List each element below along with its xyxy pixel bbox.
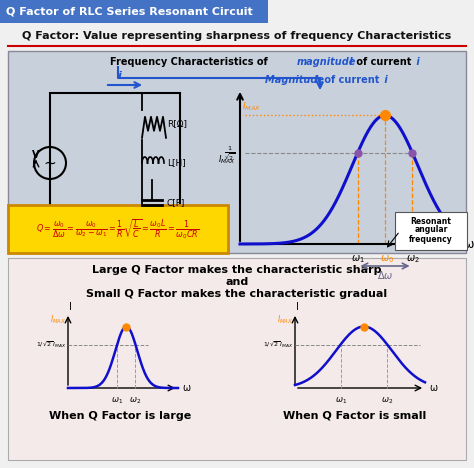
Text: Q Factor: Value representing sharpness of frequency Characteristics: Q Factor: Value representing sharpness o… xyxy=(22,31,452,41)
Text: Large Q Factor makes the characteristic sharp: Large Q Factor makes the characteristic … xyxy=(92,265,382,275)
Text: $Q = \dfrac{\omega_0}{\Delta\omega} = \dfrac{\omega_0}{\omega_2-\omega_1} = \dfr: $Q = \dfrac{\omega_0}{\Delta\omega} = \d… xyxy=(36,217,200,241)
Bar xyxy=(50,93,180,233)
Text: Resonant: Resonant xyxy=(410,217,451,226)
Text: Small Q Factor makes the characteristic gradual: Small Q Factor makes the characteristic … xyxy=(86,289,388,299)
Text: ω: ω xyxy=(429,383,437,393)
Text: Magnitude: Magnitude xyxy=(265,75,328,85)
Text: $\omega_1$: $\omega_1$ xyxy=(111,395,123,405)
Text: and: and xyxy=(225,277,249,287)
Text: $1/\sqrt{2}\,I_{MAX}$: $1/\sqrt{2}\,I_{MAX}$ xyxy=(36,339,66,350)
Bar xyxy=(8,51,466,253)
Text: angular: angular xyxy=(414,226,447,234)
Text: $\Delta\omega$: $\Delta\omega$ xyxy=(377,269,393,281)
Text: When Q Factor is small: When Q Factor is small xyxy=(283,411,427,421)
Text: i: i xyxy=(413,57,420,67)
Text: V: V xyxy=(32,150,40,160)
Text: Q Factor of RLC Series Resonant Circuit: Q Factor of RLC Series Resonant Circuit xyxy=(6,6,253,16)
Text: $I_{MAX}$: $I_{MAX}$ xyxy=(277,313,293,326)
Text: $\omega_2$: $\omega_2$ xyxy=(381,395,393,405)
Text: $\omega_0$: $\omega_0$ xyxy=(380,253,394,265)
Text: $I_{MAX}$: $I_{MAX}$ xyxy=(219,154,236,166)
Text: ~: ~ xyxy=(44,155,56,170)
Text: frequency: frequency xyxy=(409,234,453,243)
Text: $I_{MAX}$: $I_{MAX}$ xyxy=(50,313,66,326)
Text: Frequency Characteristics of: Frequency Characteristics of xyxy=(110,57,271,67)
Text: ω: ω xyxy=(463,237,474,250)
Text: $I_{MAX}$: $I_{MAX}$ xyxy=(242,101,261,113)
Bar xyxy=(8,258,466,460)
Text: R[Ω]: R[Ω] xyxy=(167,119,187,128)
Text: i: i xyxy=(118,71,122,81)
Bar xyxy=(8,205,228,253)
Text: $1/\sqrt{2}\,I_{MAX}$: $1/\sqrt{2}\,I_{MAX}$ xyxy=(263,339,293,350)
Text: I: I xyxy=(315,75,319,85)
Text: C[F]: C[F] xyxy=(167,197,185,207)
Text: When Q Factor is large: When Q Factor is large xyxy=(49,411,191,421)
Text: $\frac{1}{\sqrt{2}}$: $\frac{1}{\sqrt{2}}$ xyxy=(224,144,236,162)
Bar xyxy=(395,212,467,250)
Text: ω: ω xyxy=(182,383,190,393)
Text: I: I xyxy=(296,302,299,312)
Text: magnitude: magnitude xyxy=(297,57,356,67)
Text: i: i xyxy=(381,75,388,85)
Text: of current: of current xyxy=(353,57,411,67)
Text: I: I xyxy=(346,57,353,67)
Text: $\omega_1$: $\omega_1$ xyxy=(335,395,346,405)
Text: $\omega_2$: $\omega_2$ xyxy=(406,253,419,265)
Text: of current: of current xyxy=(321,75,379,85)
Text: L[H]: L[H] xyxy=(167,159,186,168)
Text: $\omega_2$: $\omega_2$ xyxy=(129,395,142,405)
Text: $\omega_1$: $\omega_1$ xyxy=(351,253,365,265)
Bar xyxy=(0,0,268,23)
Text: I: I xyxy=(69,302,72,312)
